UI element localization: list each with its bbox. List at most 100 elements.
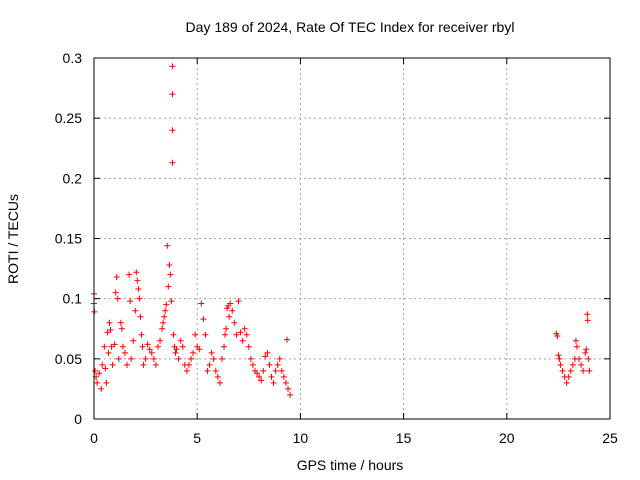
data-point (214, 373, 221, 380)
data-point (276, 355, 283, 362)
data-point (128, 355, 135, 362)
y-tick-label: 0.2 (63, 170, 83, 186)
data-point (175, 355, 182, 362)
data-point (139, 343, 146, 350)
data-point (92, 367, 99, 374)
data-point (119, 343, 126, 350)
data-point (124, 361, 131, 368)
x-tick-label: 5 (193, 430, 201, 446)
data-point (573, 343, 580, 350)
data-point (183, 367, 190, 374)
data-point (140, 361, 147, 368)
data-point (559, 367, 566, 374)
data-point (177, 337, 184, 344)
data-point (106, 319, 113, 326)
data-point (185, 361, 192, 368)
data-point (188, 355, 195, 362)
data-point (196, 346, 203, 353)
x-tick-label: 25 (602, 430, 618, 446)
data-point (135, 286, 142, 293)
data-point (287, 391, 294, 398)
data-point (280, 373, 287, 380)
data-point (96, 370, 103, 377)
data-point (98, 385, 105, 392)
data-point (103, 379, 110, 386)
data-point (212, 367, 219, 374)
data-point (210, 355, 217, 362)
data-point (202, 331, 209, 338)
y-tick-label: 0 (74, 411, 82, 427)
data-point (102, 365, 109, 372)
data-point (162, 307, 169, 314)
data-point (146, 346, 153, 353)
data-point (556, 355, 563, 362)
tick-marks (93, 57, 611, 420)
x-axis-label: GPS time / hours (297, 457, 404, 473)
data-point (227, 300, 234, 307)
data-point (111, 341, 118, 348)
data-point (565, 373, 572, 380)
data-point (105, 349, 112, 356)
data-point (169, 159, 176, 166)
data-point (582, 349, 589, 356)
data-point (118, 325, 125, 332)
data-point (132, 307, 139, 314)
data-point (164, 242, 171, 249)
data-point (222, 331, 229, 338)
data-point (231, 319, 238, 326)
data-point (254, 370, 261, 377)
data-point (169, 63, 176, 70)
data-point (150, 355, 157, 362)
data-point (278, 367, 285, 374)
data-point (206, 361, 213, 368)
data-point (166, 261, 173, 268)
data-point (258, 377, 265, 384)
data-point (223, 325, 230, 332)
data-point (161, 313, 168, 320)
data-point (274, 361, 281, 368)
data-point (200, 316, 207, 323)
x-tick-label: 20 (499, 430, 515, 446)
data-point (167, 271, 174, 278)
data-point (126, 271, 133, 278)
data-point (204, 367, 211, 374)
data-point (138, 331, 145, 338)
data-point (208, 349, 215, 356)
data-point (243, 331, 250, 338)
data-point (134, 277, 141, 284)
data-point (165, 283, 172, 290)
y-tick-label: 0.25 (55, 110, 82, 126)
y-axis-label: ROTI / TECUs (5, 194, 21, 284)
data-point (169, 91, 176, 98)
data-point (218, 355, 225, 362)
data-point (94, 379, 101, 386)
data-point (576, 355, 583, 362)
data-point (216, 379, 223, 386)
x-tick-label: 10 (293, 430, 309, 446)
data-point (584, 311, 591, 318)
data-point (121, 349, 128, 356)
data-point (241, 325, 248, 332)
data-point (245, 343, 252, 350)
x-tick-label: 0 (90, 430, 98, 446)
data-point (226, 313, 233, 320)
data-point (117, 319, 124, 326)
data-point (239, 337, 246, 344)
data-point (115, 355, 122, 362)
data-point (262, 353, 269, 360)
data-point (586, 367, 593, 374)
data-point (157, 337, 164, 344)
data-point (569, 361, 576, 368)
data-point (108, 343, 115, 350)
data-point (107, 326, 114, 333)
data-point (136, 295, 143, 302)
y-tick-label: 0.15 (55, 231, 82, 247)
data-point (172, 349, 179, 356)
data-point (198, 300, 205, 307)
tick-labels: 0 5 10 15 20 25 0 0.05 0.1 0.15 0.2 0.25 0.3 (55, 50, 618, 446)
data-point (272, 367, 279, 374)
data-point (160, 319, 167, 326)
data-point (101, 343, 108, 350)
